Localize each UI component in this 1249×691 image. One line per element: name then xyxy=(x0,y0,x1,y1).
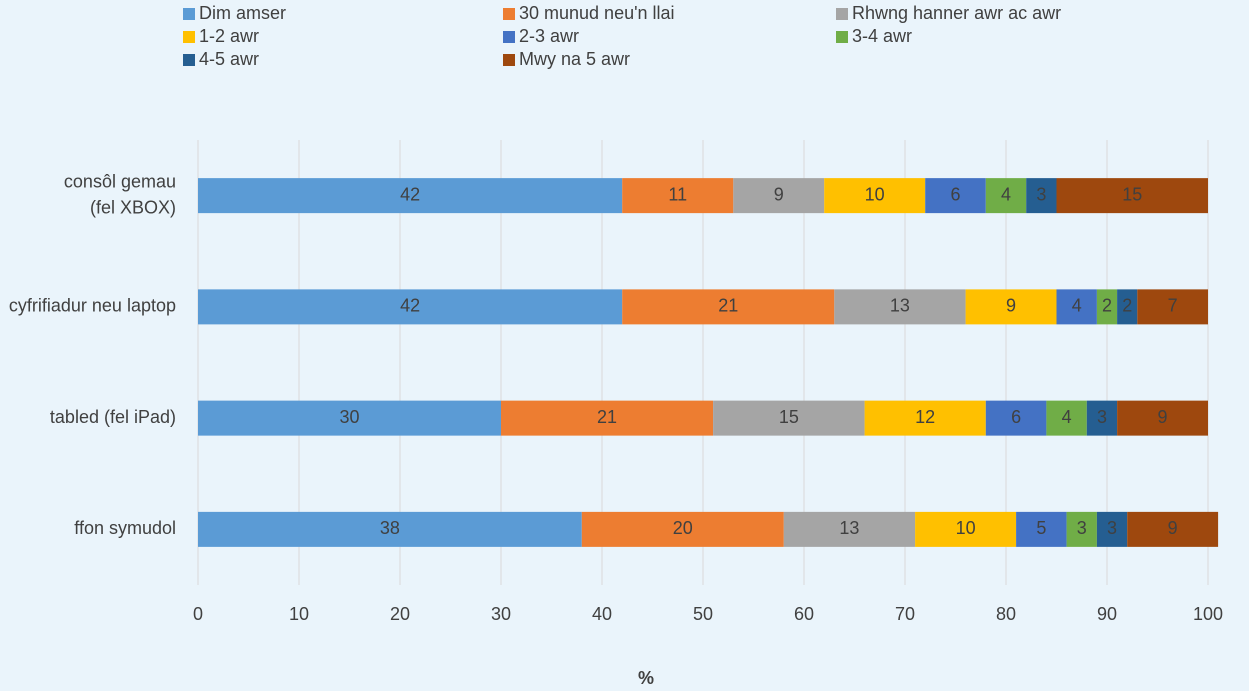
data-label: 11 xyxy=(668,184,687,204)
legend-label: Mwy na 5 awr xyxy=(519,49,630,69)
bar-segment xyxy=(1016,511,1067,547)
bar-segment xyxy=(985,400,1047,436)
legend-label: 3-4 awr xyxy=(852,26,912,46)
x-axis-label: % xyxy=(638,668,654,688)
x-tick-label: 100 xyxy=(1193,604,1223,624)
x-tick-label: 40 xyxy=(592,604,612,624)
bar-segment xyxy=(733,178,825,214)
x-tick-label: 50 xyxy=(693,604,713,624)
data-label: 9 xyxy=(774,184,784,204)
y-tick-label: consôl gemau (fel XBOX) xyxy=(64,171,176,217)
bar-segment xyxy=(1026,178,1057,214)
data-label: 2 xyxy=(1102,296,1112,316)
legend-label: 4-5 awr xyxy=(199,49,259,69)
legend-swatch xyxy=(503,31,515,43)
data-label: 13 xyxy=(890,296,910,316)
bar-segment xyxy=(965,289,1057,325)
x-tick-label: 70 xyxy=(895,604,915,624)
bar-segment xyxy=(198,511,582,547)
bar-segment xyxy=(622,289,835,325)
data-label: 15 xyxy=(1122,184,1142,204)
bar-segment xyxy=(198,289,623,325)
bar-segment xyxy=(713,400,865,436)
x-tick-label: 90 xyxy=(1097,604,1117,624)
bar-segment xyxy=(834,289,966,325)
bar-segment xyxy=(915,511,1017,547)
legend-label: Dim amser xyxy=(199,3,286,23)
data-label: 20 xyxy=(673,518,693,538)
legend-label: 2-3 awr xyxy=(519,26,579,46)
x-tick-label: 0 xyxy=(193,604,203,624)
x-tick-label: 20 xyxy=(390,604,410,624)
bar-segment xyxy=(198,400,501,436)
legend-swatch xyxy=(836,8,848,20)
y-tick-label: ffon symudol xyxy=(74,518,176,538)
bar-segment xyxy=(925,178,986,214)
bar-segment xyxy=(1137,289,1208,325)
x-tick-label: 30 xyxy=(491,604,511,624)
data-label: 3 xyxy=(1036,184,1046,204)
legend-swatch xyxy=(503,54,515,66)
bar-segment xyxy=(198,178,623,214)
legend-swatch xyxy=(183,8,195,20)
data-label: 9 xyxy=(1158,407,1168,427)
data-label: 6 xyxy=(1011,407,1021,427)
data-label: 3 xyxy=(1107,518,1117,538)
data-label: 4 xyxy=(1072,296,1082,316)
data-label: 10 xyxy=(956,518,976,538)
data-label: 3 xyxy=(1077,518,1087,538)
y-tick-label: tabled (fel iPad) xyxy=(50,407,176,427)
legend-swatch xyxy=(836,31,848,43)
bar-segment xyxy=(1096,289,1118,325)
y-tick-label: cyfrifiadur neu laptop xyxy=(9,296,176,316)
legend-swatch xyxy=(183,31,195,43)
bar-segment xyxy=(622,178,734,214)
data-label: 6 xyxy=(950,184,960,204)
bar-segment xyxy=(1117,400,1208,436)
data-label: 4 xyxy=(1001,184,1011,204)
data-label: 7 xyxy=(1168,296,1178,316)
bar-segment xyxy=(501,400,714,436)
data-label: 4 xyxy=(1062,407,1072,427)
data-label: 9 xyxy=(1168,518,1178,538)
legend-label: Rhwng hanner awr ac awr xyxy=(852,3,1061,23)
data-label: 3 xyxy=(1097,407,1107,427)
data-label: 30 xyxy=(339,407,359,427)
data-label: 42 xyxy=(400,184,420,204)
x-tick-label: 60 xyxy=(794,604,814,624)
legend-label: 30 munud neu'n llai xyxy=(519,3,675,23)
legend-swatch xyxy=(183,54,195,66)
data-label: 21 xyxy=(718,296,738,316)
data-label: 12 xyxy=(915,407,935,427)
x-tick-label: 80 xyxy=(996,604,1016,624)
bar-segment xyxy=(1056,178,1208,214)
bar-segment xyxy=(864,400,986,436)
bar-segment xyxy=(1046,400,1087,436)
bar-segment xyxy=(581,511,784,547)
bar-segment xyxy=(985,178,1027,214)
data-label: 38 xyxy=(380,518,400,538)
bar-segment xyxy=(1056,289,1097,325)
data-label: 2 xyxy=(1122,296,1132,316)
data-label: 42 xyxy=(400,296,420,316)
bar-segment xyxy=(1066,511,1097,547)
bar-segment xyxy=(824,178,926,214)
data-label: 21 xyxy=(597,407,617,427)
data-label: 10 xyxy=(865,184,885,204)
bar-segment xyxy=(783,511,916,547)
legend-label: 1-2 awr xyxy=(199,26,259,46)
data-label: 13 xyxy=(839,518,859,538)
legend-swatch xyxy=(503,8,515,20)
data-label: 5 xyxy=(1036,518,1046,538)
data-label: 15 xyxy=(779,407,799,427)
x-tick-label: 10 xyxy=(289,604,309,624)
bar-segment xyxy=(1117,289,1138,325)
bar-segment xyxy=(1127,511,1219,547)
data-label: 9 xyxy=(1006,296,1016,316)
bar-segment xyxy=(1096,511,1128,547)
bar-segment xyxy=(1086,400,1118,436)
